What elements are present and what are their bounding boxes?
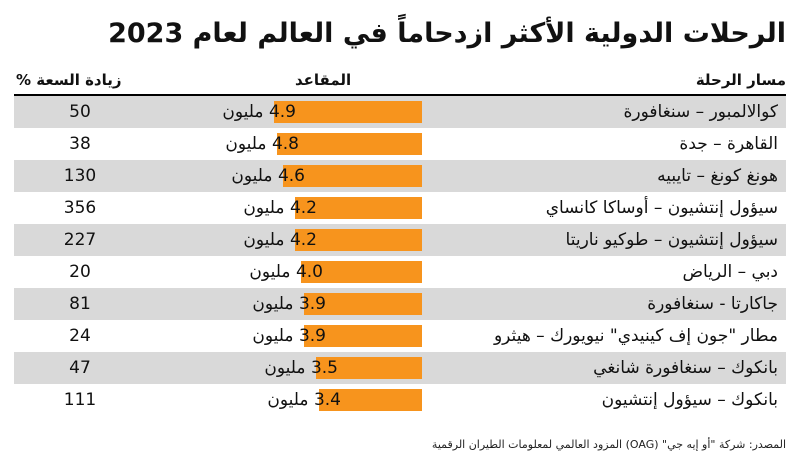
growth-value-label: 20: [69, 262, 91, 282]
route-label: جاكارتا - سنغافورة: [647, 294, 778, 314]
seats-bar: [301, 261, 422, 283]
seats-value-label: 4.9 مليون: [222, 102, 296, 122]
route-label: بانكوك – سنغافورة شانغي: [593, 358, 778, 378]
seats-value-label: 3.4 مليون: [267, 390, 341, 410]
seats-value-label: 3.5 مليون: [264, 358, 338, 378]
table-row: كوالالمبور – سنغافورة 4.9 مليون 50: [14, 96, 786, 128]
table-row: بانكوك – سنغافورة شانغي 3.5 مليون 47: [14, 352, 786, 384]
route-label: سيؤول إنتشيون – طوكيو ناريتا: [565, 230, 778, 250]
header-growth: زيادة السعة %: [16, 71, 122, 89]
growth-value-label: 24: [69, 326, 91, 346]
table-row: سيؤول إنتشيون – أوساكا كانساي 4.2 مليون 35…: [14, 192, 786, 224]
seats-bar: [295, 229, 422, 251]
table-row: بانكوك – سيؤول إنتشيون 3.4 مليون 111: [14, 384, 786, 416]
seats-value-label: 4.2 مليون: [243, 230, 317, 250]
seats-bar: [277, 133, 422, 155]
header-seats: المقاعد: [295, 71, 352, 89]
route-label: بانكوك – سيؤول إنتشيون: [601, 390, 778, 410]
seats-value-label: 4.2 مليون: [243, 198, 317, 218]
seats-value-label: 4.8 مليون: [225, 134, 299, 154]
table-row: سيؤول إنتشيون – طوكيو ناريتا 4.2 مليون 227: [14, 224, 786, 256]
growth-value-label: 47: [69, 358, 91, 378]
growth-value-label: 81: [69, 294, 91, 314]
route-label: دبي – الرياض: [682, 262, 778, 282]
route-label: هونغ كونغ – تايبيه: [657, 166, 778, 186]
seats-bar: [274, 101, 422, 123]
seats-bar: [295, 197, 422, 219]
seats-value-label: 4.6 مليون: [231, 166, 305, 186]
header-divider: [14, 94, 786, 96]
growth-value-label: 50: [69, 102, 91, 122]
route-label: سيؤول إنتشيون – أوساكا كانساي: [545, 198, 778, 218]
table-row: دبي – الرياض 4.0 مليون 20: [14, 256, 786, 288]
seats-value-label: 3.9 مليون: [252, 294, 326, 314]
route-label: القاهرة – جدة: [679, 134, 778, 154]
chart-title: الرحلات الدولية الأكثر ازدحاماً في العال…: [108, 18, 786, 49]
table-row: جاكارتا - سنغافورة 3.9 مليون 81: [14, 288, 786, 320]
table-row: مطار "جون إف كينيدي" نيويورك – هيثرو 3.9 …: [14, 320, 786, 352]
source-note: المصدر: شركة "أو إيه جي" (OAG) المزود ال…: [431, 438, 786, 451]
route-label: كوالالمبور – سنغافورة: [623, 102, 778, 122]
growth-value-label: 356: [63, 198, 97, 218]
table-row: هونغ كونغ – تايبيه 4.6 مليون 130: [14, 160, 786, 192]
growth-value-label: 111: [63, 390, 97, 410]
header-route: مسار الرحلة: [695, 71, 786, 89]
chart-rows: كوالالمبور – سنغافورة 4.9 مليون 50 القاهرة …: [14, 96, 786, 416]
seats-bar: [304, 293, 422, 315]
route-label: مطار "جون إف كينيدي" نيويورك – هيثرو: [493, 326, 778, 346]
growth-value-label: 130: [63, 166, 97, 186]
seats-value-label: 3.9 مليون: [252, 326, 326, 346]
table-row: القاهرة – جدة 4.8 مليون 38: [14, 128, 786, 160]
seats-bar: [316, 357, 422, 379]
growth-value-label: 38: [69, 134, 91, 154]
seats-bar: [283, 165, 422, 187]
seats-bar: [319, 389, 422, 411]
seats-bar: [304, 325, 422, 347]
growth-value-label: 227: [63, 230, 97, 250]
seats-value-label: 4.0 مليون: [249, 262, 323, 282]
